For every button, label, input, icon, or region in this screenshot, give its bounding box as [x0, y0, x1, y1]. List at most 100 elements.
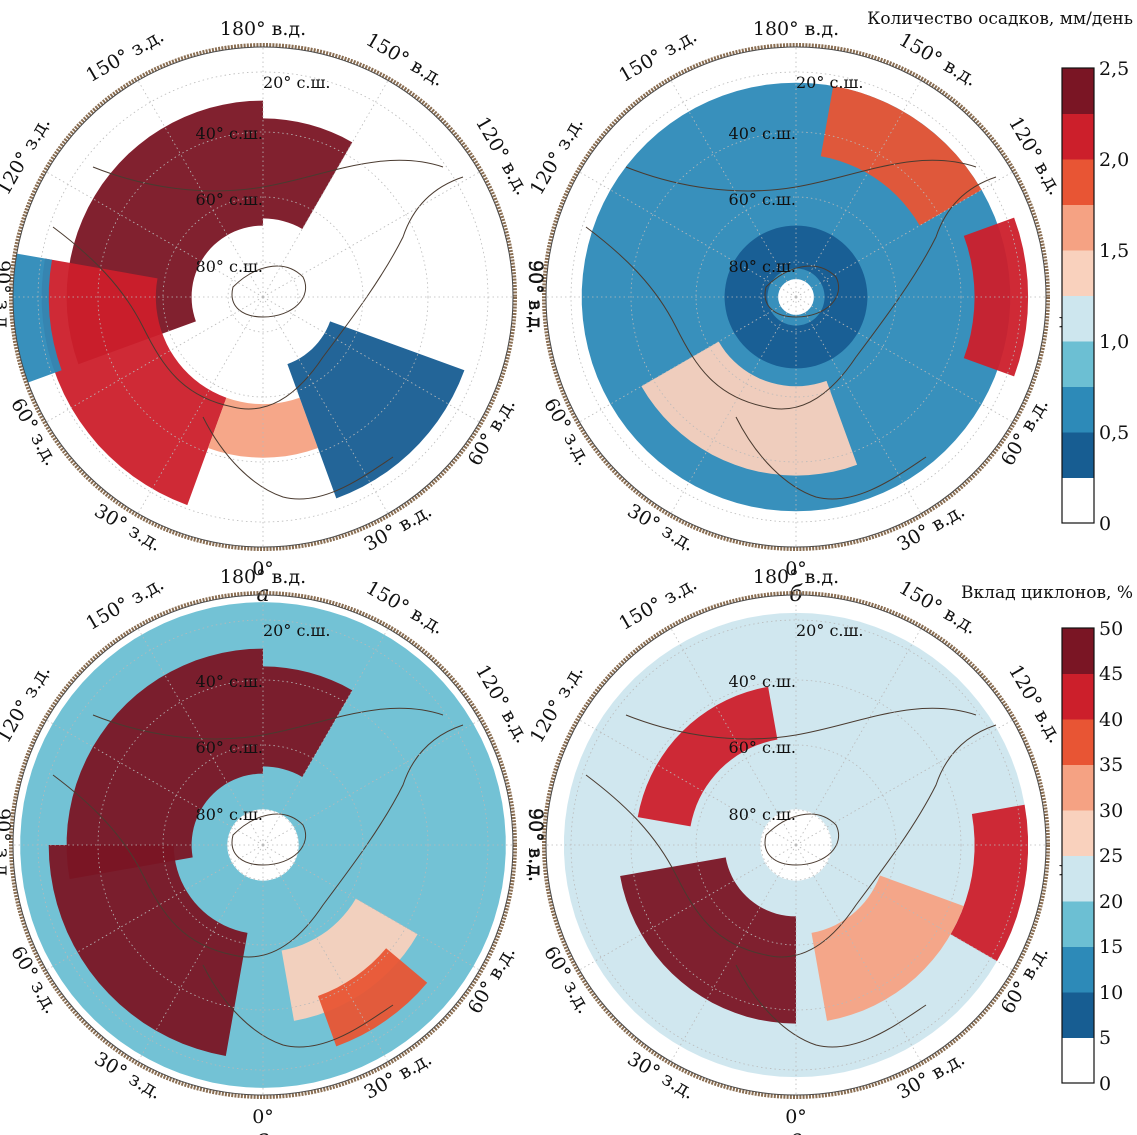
field-cell-3-1 — [620, 857, 796, 1024]
colorbar-precip-cells — [1062, 68, 1094, 524]
cb-top-cell-5 — [1062, 250, 1094, 296]
field-cell-2-5 — [318, 948, 428, 1047]
cb-bot-tick-4: 30 — [1099, 800, 1123, 822]
cb-top-tick-3: 1,0 — [1099, 331, 1129, 353]
cb-bot-cell-2 — [1062, 946, 1094, 993]
label-0: 0° — [252, 558, 274, 580]
colorbar-precip-title: Количество осадков, мм/день — [867, 9, 1133, 29]
label-120e: 120° в.д. — [471, 113, 533, 199]
cb-bot-tick-1: 45 — [1099, 663, 1123, 685]
cb-bot-tick-3: 35 — [1099, 754, 1123, 776]
label-120w: 120° з.д. — [0, 113, 55, 198]
label-150w: 150° з.д. — [615, 25, 700, 87]
graticule-d — [546, 595, 1046, 1095]
lat-labels-d: 20° с.ш. 40° с.ш. 60° с.ш. 80° с.ш. — [729, 621, 864, 824]
share-field-d — [564, 612, 1028, 1078]
lat-labels-b: 20° с.ш. 40° с.ш. 60° с.ш. 80° с.ш. — [729, 73, 864, 276]
field-cell-1-4 — [724, 225, 868, 369]
cb-top-cell-0 — [1062, 477, 1094, 524]
boundary-b — [542, 43, 1050, 551]
label-150w: 150° з.д. — [615, 573, 700, 635]
label-150e: 150° в.д. — [895, 29, 981, 91]
lat-labels-c: 20° с.ш. 40° с.ш. 60° с.ш. 80° с.ш. — [196, 621, 331, 824]
label-0: 0° — [785, 1106, 807, 1128]
label-lat20: 20° с.ш. — [263, 73, 330, 92]
cb-bot-tick-6: 20 — [1099, 891, 1123, 913]
colorbar-share: Вклад циклонов, % 50 45 40 35 30 25 20 1… — [961, 583, 1133, 1095]
label-150w: 150° з.д. — [82, 573, 167, 635]
label-90e: 90° в.д. — [524, 260, 546, 334]
label-90w: 90° з.д. — [0, 260, 14, 334]
cb-bot-cell-9 — [1062, 628, 1094, 674]
label-120w: 120° з.д. — [526, 113, 588, 198]
field-cell-3-4 — [811, 875, 964, 1021]
colorbar-share-cells — [1062, 628, 1094, 1084]
cb-top-cell-3 — [1062, 341, 1094, 387]
label-0: 0° — [785, 558, 807, 580]
label-lat80: 80° с.ш. — [729, 805, 796, 824]
cb-top-tick-4: 0,5 — [1099, 422, 1129, 444]
label-lat20: 20° с.ш. — [796, 73, 863, 92]
colorbar-share-title: Вклад циклонов, % — [961, 583, 1133, 603]
colorbar-precip-ticks: 2,5 2,0 1,5 1,0 0,5 0 — [1099, 58, 1129, 535]
cb-top-cell-7 — [1062, 159, 1094, 205]
label-30e: 30° в.д. — [893, 500, 968, 556]
cb-top-cell-2 — [1062, 386, 1094, 433]
cb-top-cell-9 — [1062, 68, 1094, 114]
boundary-c — [9, 591, 517, 1099]
label-lat80: 80° с.ш. — [729, 257, 796, 276]
panel-letter-c: в — [257, 1126, 270, 1135]
coastlines-d — [585, 707, 997, 1048]
label-90e: 90° в.д. — [524, 808, 546, 882]
cb-top-tick-0: 2,5 — [1099, 58, 1129, 80]
cb-top-tick-5: 0 — [1099, 513, 1111, 535]
label-lat40: 40° с.ш. — [729, 124, 796, 143]
cb-top-tick-2: 1,5 — [1099, 240, 1129, 262]
cb-bot-tick-9: 5 — [1099, 1027, 1111, 1049]
cb-top-cell-6 — [1062, 204, 1094, 251]
cb-bot-cell-5 — [1062, 810, 1094, 856]
label-lat60: 60° с.ш. — [729, 190, 796, 209]
label-60e: 60° в.д. — [464, 394, 520, 469]
cb-top-cell-4 — [1062, 295, 1094, 342]
label-lat80: 80° с.ш. — [196, 257, 263, 276]
label-150w: 150° з.д. — [82, 25, 167, 87]
colorbar-share-ticks: 50 45 40 35 30 25 20 15 10 5 0 — [1099, 618, 1123, 1095]
map-panel-a: 180° в.д. 150° в.д. 120° в.д. 90° в.д. 6… — [0, 18, 546, 607]
label-150e: 150° в.д. — [362, 577, 448, 639]
cb-bot-cell-1 — [1062, 992, 1094, 1038]
field-cell-3-2 — [637, 686, 778, 827]
cb-bot-cell-3 — [1062, 901, 1094, 947]
cb-bot-cell-4 — [1062, 855, 1094, 902]
label-60e: 60° в.д. — [997, 942, 1053, 1017]
label-lat20: 20° с.ш. — [796, 621, 863, 640]
graticule-a — [13, 47, 513, 547]
label-150e: 150° в.д. — [362, 29, 448, 91]
field-cell-0-5 — [13, 253, 62, 383]
share-field-c — [20, 602, 506, 1088]
label-120e: 120° в.д. — [1004, 113, 1066, 199]
graticule-b — [546, 47, 1046, 547]
cb-bot-cell-7 — [1062, 719, 1094, 765]
coastlines-b — [585, 159, 997, 500]
label-120w: 120° з.д. — [0, 661, 55, 746]
boundary-a — [9, 43, 517, 551]
label-120e: 120° в.д. — [1004, 661, 1066, 747]
label-180e: 180° в.д. — [220, 566, 306, 588]
cb-bot-cell-6 — [1062, 764, 1094, 811]
label-lat80: 80° с.ш. — [196, 805, 263, 824]
label-90w: 90° з.д. — [525, 808, 547, 882]
field-cell-1-3 — [963, 217, 1029, 377]
field-cell-0-1 — [263, 118, 353, 229]
cb-bot-tick-5: 25 — [1099, 845, 1123, 867]
precip-field-a — [13, 100, 465, 506]
boundary-d — [542, 591, 1050, 1099]
map-panel-b: 180° в.д. 150° в.д. 120° в.д. 90° в.д. 6… — [525, 18, 1079, 607]
lat-labels-a: 20° с.ш. 40° с.ш. 60° с.ш. 80° с.ш. — [196, 73, 331, 276]
coastlines-c — [52, 707, 464, 1048]
label-lat40: 40° с.ш. — [196, 124, 263, 143]
cb-bot-cell-0 — [1062, 1037, 1094, 1084]
label-30e: 30° в.д. — [360, 500, 435, 556]
cb-top-tick-1: 2,0 — [1099, 149, 1129, 171]
